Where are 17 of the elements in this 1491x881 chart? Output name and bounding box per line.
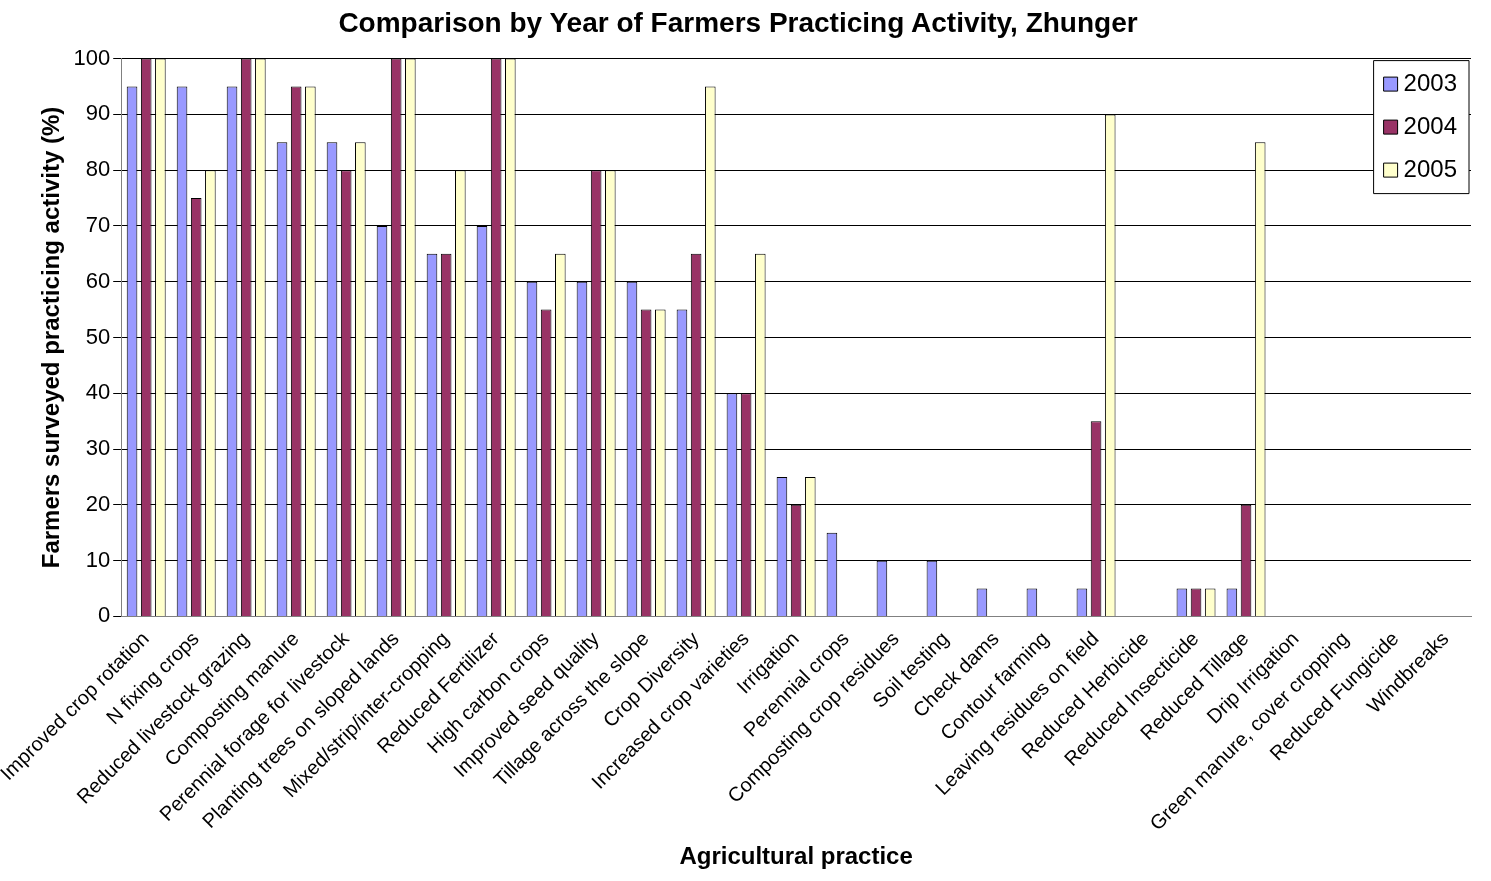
y-tick-label: 100: [73, 44, 111, 70]
y-tick-label: 80: [85, 156, 111, 182]
chart-title: Comparison by Year of Farmers Practicing Activity, Zhunger: [338, 6, 1138, 38]
y-tick-label: 70: [85, 212, 111, 238]
y-axis-title: Farmers surveyed practicing activity (%): [36, 106, 64, 569]
x-axis-title: Agricultural practice: [679, 842, 913, 870]
legend-label: 2005: [1403, 154, 1457, 182]
y-tick-label: 0: [97, 602, 111, 628]
legend-label: 2003: [1403, 68, 1457, 96]
y-tick-label: 20: [85, 490, 111, 516]
y-tick-label: 60: [85, 267, 111, 293]
y-tick-label: 50: [85, 323, 111, 349]
y-tick-label: 10: [85, 546, 111, 572]
y-tick-label: 90: [85, 100, 111, 126]
y-tick-label: 40: [85, 379, 111, 405]
y-tick-label: 30: [85, 435, 111, 461]
legend-label: 2004: [1403, 111, 1457, 139]
